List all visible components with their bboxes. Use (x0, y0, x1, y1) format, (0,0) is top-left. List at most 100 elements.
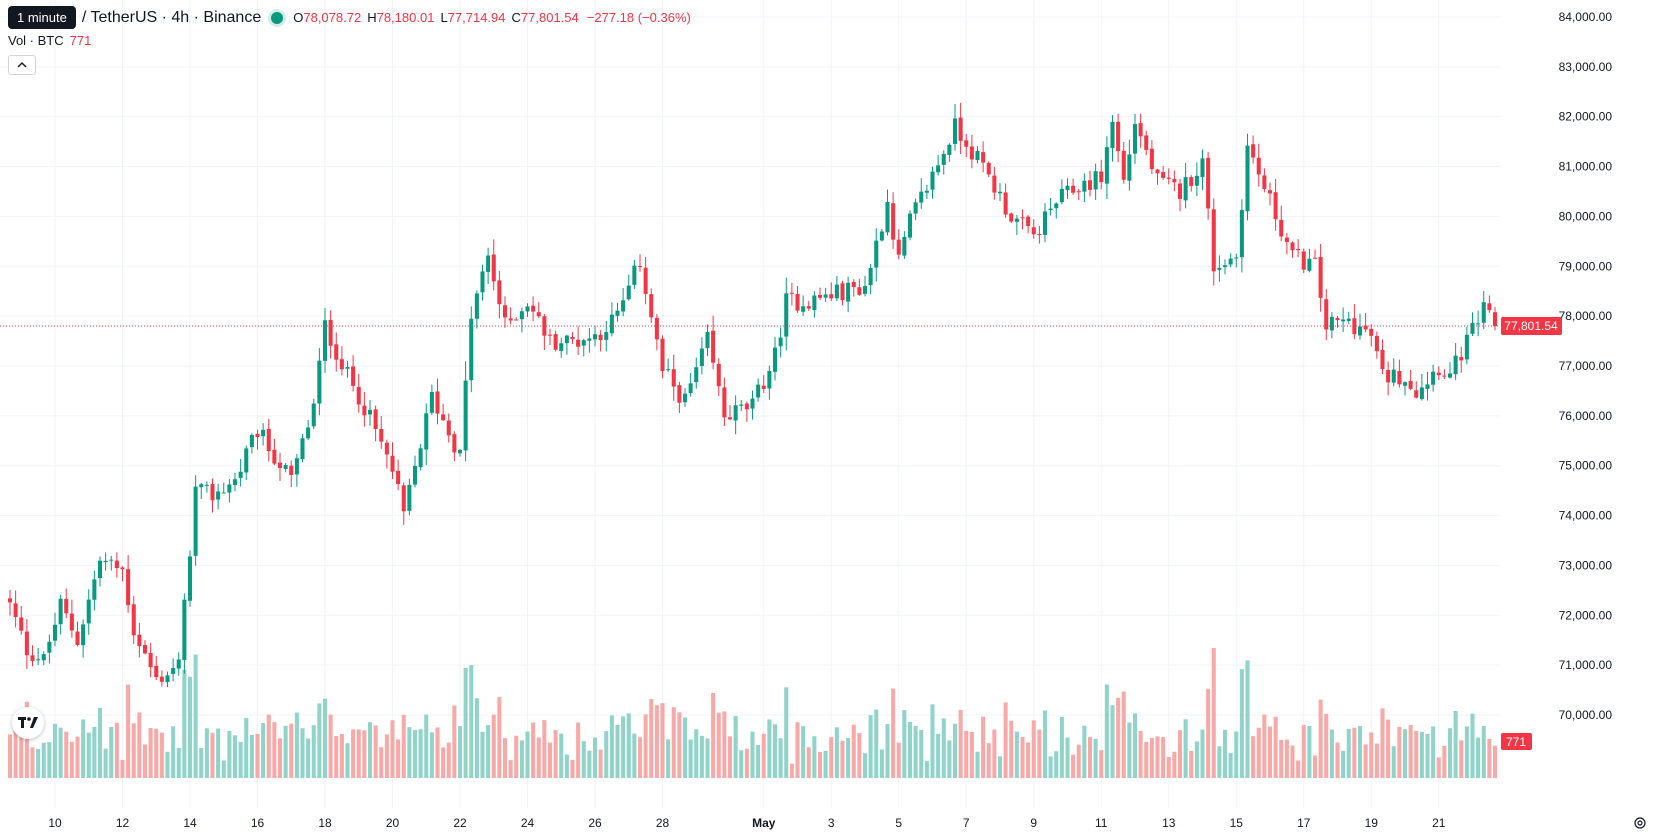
candle-down (1352, 318, 1357, 335)
volume-bar (1476, 737, 1481, 778)
volume-bar (1284, 739, 1289, 778)
candle-up (1341, 319, 1346, 322)
candle-up (1042, 211, 1048, 235)
volume-bar (851, 724, 856, 778)
volume-bar (784, 687, 789, 778)
time-axis[interactable]: 10 12 14 16 18 20 22 24 26 28 May 3 5 7 9 11 13 15 17 19 21 (48, 816, 1445, 830)
volume-bar (1245, 660, 1250, 778)
collapse-legend-button[interactable] (8, 55, 36, 75)
volume-bar (992, 729, 997, 778)
candle-down (277, 462, 283, 469)
interval-tooltip: 1 minute (8, 6, 76, 29)
candle-down (992, 175, 997, 193)
candle-down (148, 652, 153, 668)
candle-down (1076, 191, 1081, 193)
candle-down (334, 344, 339, 360)
candle-up (244, 448, 249, 473)
volume-bar (1026, 742, 1031, 778)
volume-bar (502, 738, 508, 778)
price-axis[interactable]: 70,000.00 71,000.00 72,000.00 73,000.00 74,0… (1501, 10, 1612, 750)
candle-down (1116, 121, 1121, 151)
volume-bar (1324, 713, 1329, 778)
candle-up (182, 599, 187, 660)
candle-down (789, 292, 794, 294)
candle-down (840, 283, 845, 301)
volume-bar (964, 730, 969, 778)
candle-down (542, 316, 547, 336)
volume-bar (874, 709, 879, 778)
volume-bar (1211, 648, 1216, 778)
symbol-title[interactable]: / TetherUS · 4h · Binance (81, 8, 262, 26)
candlesticks (7, 102, 1498, 688)
price-tick-label: 84,000.00 (1559, 10, 1613, 24)
volume-bar (339, 734, 344, 778)
volume-bar (744, 748, 749, 778)
volume-bar (1492, 745, 1498, 778)
volume-bar (756, 744, 761, 778)
candle-up (1391, 369, 1396, 383)
candle-down (351, 366, 356, 386)
candle-up (1419, 387, 1424, 399)
market-status-icon[interactable] (271, 11, 284, 24)
candle-down (1121, 150, 1126, 180)
candle-down (7, 598, 13, 603)
candle-down (1363, 325, 1368, 330)
volume-bar (1234, 731, 1239, 778)
volume-bar (126, 684, 131, 778)
candle-down (1166, 177, 1171, 179)
volume-bar (733, 715, 738, 778)
candle-down (1149, 148, 1154, 170)
volume-bar (1419, 731, 1424, 778)
price-tick-label: 83,000.00 (1559, 60, 1613, 74)
volume-bar (1014, 731, 1019, 778)
candle-down (891, 203, 896, 240)
volume-bar (1166, 756, 1171, 778)
volume-bar (1217, 746, 1222, 778)
volume-bar (1273, 716, 1278, 778)
candle-up (632, 265, 637, 285)
volume-bar (902, 710, 907, 778)
price-tick-label: 71,000.00 (1559, 658, 1613, 672)
candle-down (1155, 169, 1160, 174)
volume-bar (1054, 751, 1059, 778)
candle-down (981, 152, 986, 163)
volume-bar (1116, 697, 1121, 778)
candle-down (1138, 123, 1143, 137)
candle-down (390, 455, 395, 472)
candle-up (52, 624, 58, 641)
volume-bar (187, 676, 193, 778)
volume-bar (1459, 740, 1464, 778)
volume-bar (789, 763, 794, 778)
volume-bar (306, 738, 311, 778)
candle-up (581, 340, 586, 346)
candle-down (761, 385, 766, 389)
volume-bar (351, 729, 356, 778)
candle-up (682, 393, 688, 403)
candle-up (429, 392, 434, 413)
candle-down (126, 569, 131, 606)
volume-bar (75, 736, 80, 778)
candle-up (924, 190, 929, 193)
gear-icon[interactable] (1632, 815, 1648, 831)
volume-bar (637, 737, 643, 778)
candle-down (1397, 371, 1402, 385)
volume-bar (705, 738, 710, 778)
candle-down (362, 405, 367, 416)
price-tick-label: 82,000.00 (1559, 110, 1613, 124)
candle-up (424, 413, 429, 450)
candle-up (232, 479, 238, 485)
tradingview-logo-icon[interactable] (12, 707, 44, 739)
volume-bar (120, 760, 125, 778)
volume-bar (654, 705, 659, 778)
candle-up (936, 165, 941, 173)
volume-bar (941, 718, 946, 778)
volume-bar (1099, 750, 1104, 778)
volume-bar (1414, 730, 1419, 778)
volume-bar (148, 728, 153, 778)
candle-up (733, 405, 738, 421)
candle-up (1059, 188, 1064, 203)
candle-up (294, 458, 299, 475)
candle-down (1020, 217, 1025, 219)
